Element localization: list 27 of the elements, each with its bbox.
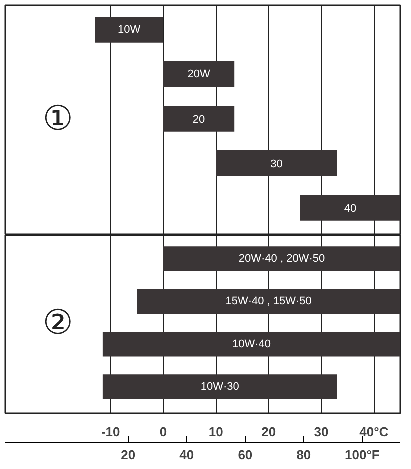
- y-tick-label: 10W·40: [232, 338, 271, 350]
- category-label: 10W: [118, 24, 141, 36]
- x2-tick-label: 60: [238, 448, 253, 462]
- y-tick-label: 15W·40 , 15W·50: [226, 296, 312, 308]
- category-label: 40: [344, 202, 357, 215]
- x-tick-label: 0: [160, 424, 168, 440]
- category-label: 30: [270, 158, 283, 170]
- bar: [216, 150, 338, 176]
- annotation: ①: [42, 98, 74, 139]
- x-tick-label: 30: [314, 424, 329, 440]
- category-label: 20: [192, 114, 206, 126]
- x-tick-label: 10: [208, 424, 224, 440]
- y-tick-label: 10W·30: [200, 381, 240, 394]
- bar: [95, 17, 164, 43]
- x2-tick-label: 80: [296, 448, 312, 462]
- bar: [164, 62, 235, 88]
- x-tick-label: 20: [262, 424, 276, 440]
- x2-tick-label: 40: [180, 448, 194, 462]
- annotation: ②: [42, 303, 74, 344]
- category-label: 20W: [188, 68, 210, 80]
- bar: [164, 106, 235, 132]
- x-tick-label: -10: [101, 424, 120, 440]
- bar: [300, 195, 400, 221]
- x2-tick-label: 100°F: [345, 448, 380, 462]
- y-tick-label: 20W·40 , 20W·50: [238, 252, 326, 265]
- x2-tick-label: 20: [121, 448, 136, 462]
- x-tick-label: 40°C: [360, 424, 390, 440]
